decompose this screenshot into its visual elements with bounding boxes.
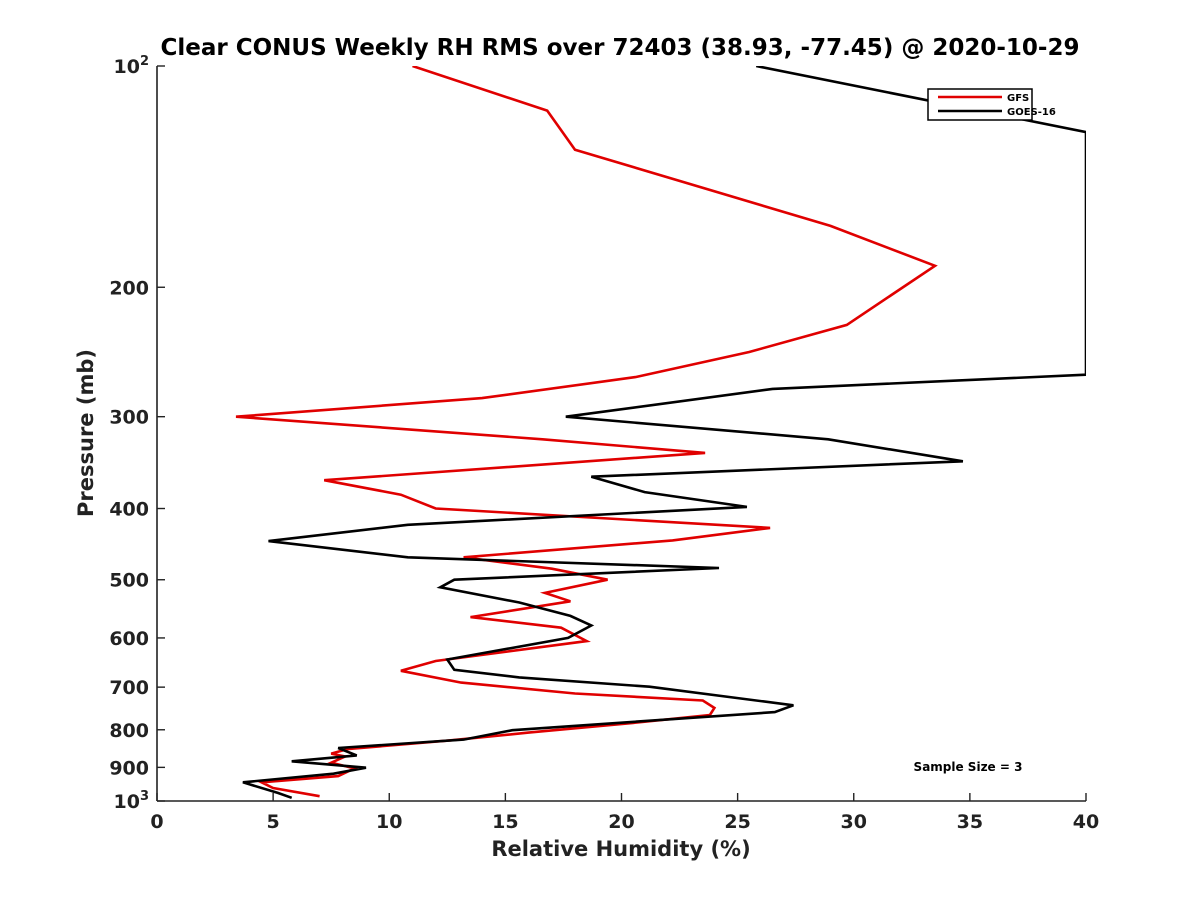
y-axis-label: Pressure (mb) [74, 349, 98, 517]
series-group [235, 66, 1086, 800]
y-tick-label: 900 [109, 757, 149, 779]
y-tick-label: 200 [109, 277, 149, 299]
x-tick-label: 40 [1073, 811, 1099, 833]
chart-title: Clear CONUS Weekly RH RMS over 72403 (38… [161, 35, 1080, 61]
series-line-gfs [235, 66, 938, 798]
legend-box [927, 88, 1033, 121]
series-line-goes16 [242, 66, 1086, 800]
x-axis-label: Relative Humidity (%) [491, 837, 750, 861]
y-tick-label: 700 [109, 677, 149, 699]
legend: GFS GOES-16 [927, 88, 1056, 121]
y-tick-label: 500 [109, 570, 149, 592]
sample-size-annotation: Sample Size = 3 [914, 760, 1023, 774]
plot-area: 0 5 10 15 20 25 30 35 40 102 200 300 400 500 600 700 80… [109, 54, 1099, 833]
x-tick-label: 25 [724, 811, 750, 833]
y-tick-label: 102 [114, 54, 150, 78]
x-tick-label: 15 [492, 811, 518, 833]
y-tick-label: 400 [109, 499, 149, 521]
x-tick-label: 5 [267, 811, 280, 833]
legend-label-goes16: GOES-16 [1007, 107, 1056, 118]
x-tick-label: 35 [957, 811, 983, 833]
x-tick-label: 0 [150, 811, 163, 833]
x-tick-label: 30 [841, 811, 867, 833]
legend-label-gfs: GFS [1007, 93, 1029, 104]
y-tick-label: 800 [109, 720, 149, 742]
y-tick-label: 103 [114, 789, 150, 813]
x-tick-label: 20 [608, 811, 634, 833]
y-tick-label: 300 [109, 407, 149, 429]
x-ticks: 0 5 10 15 20 25 30 35 40 [150, 793, 1099, 833]
y-tick-label: 600 [109, 628, 149, 650]
x-tick-label: 10 [376, 811, 402, 833]
y-ticks: 102 200 300 400 500 600 700 800 900 103 [109, 54, 165, 813]
